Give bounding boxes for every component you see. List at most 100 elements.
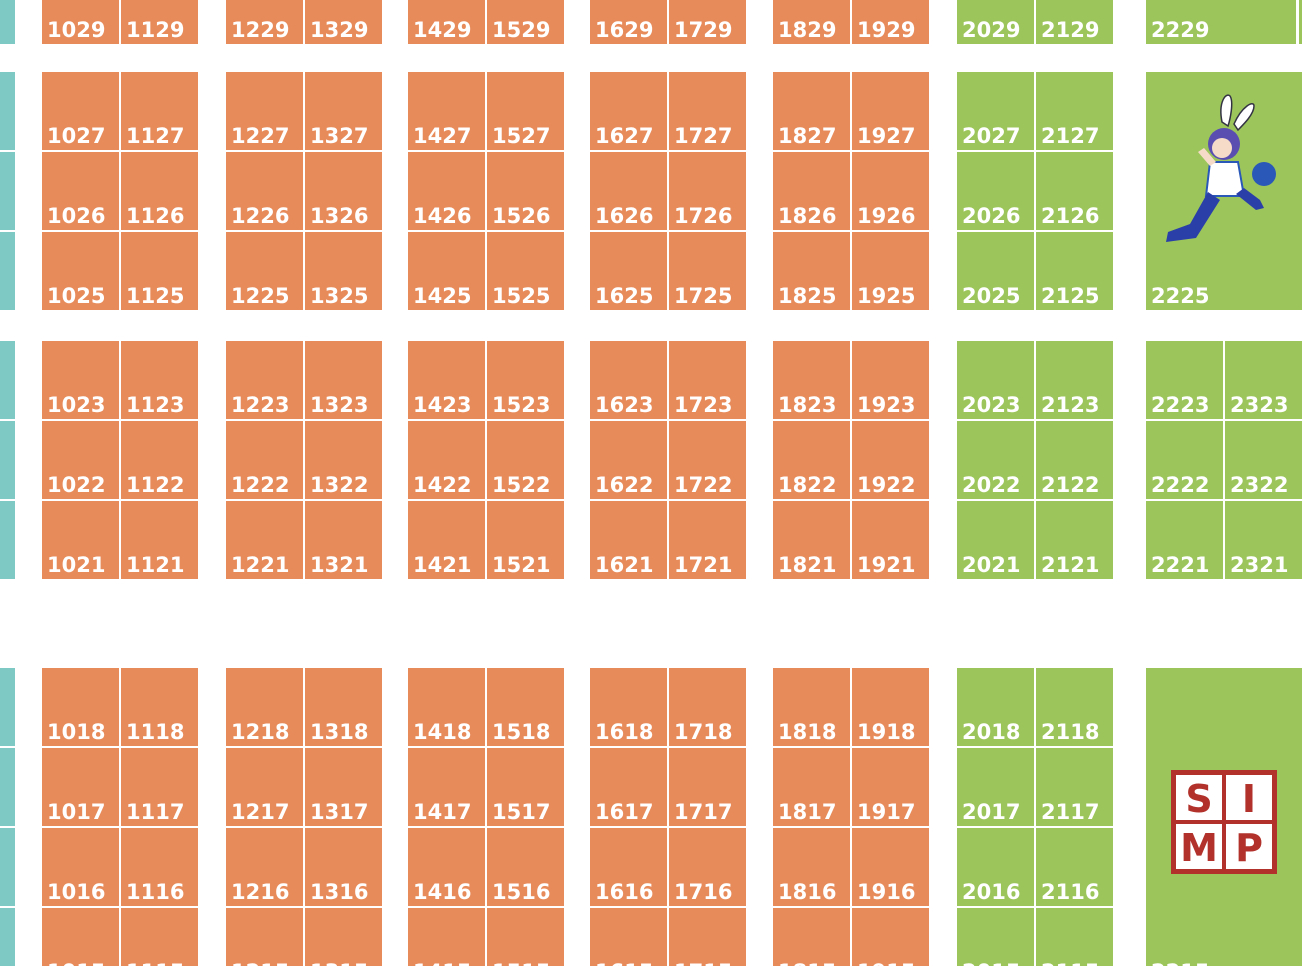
booth-number: 1323 [310,393,368,417]
booth-number: 2229 [1151,18,1209,42]
booth: 2021 [957,501,1034,579]
mascot-arm [1198,148,1216,166]
booth-number: 1221 [231,553,289,577]
booth-cell [1036,72,1113,150]
booth: 1526 [487,152,564,230]
booth-cell [957,0,1034,44]
booth: 2118 [1036,668,1113,746]
booth: 2122 [1036,421,1113,499]
booth-cell [957,908,1034,966]
booth-cell [773,501,850,579]
booth: 1515 [487,908,564,966]
booth-number: 1927 [857,124,915,148]
booth-cell [42,0,119,44]
booth-number: 1227 [231,124,289,148]
booth: 1518 [487,668,564,746]
booth-cell [773,72,850,150]
booth: 1322 [305,421,382,499]
booth: 1018 [42,668,119,746]
booth-cell [226,0,303,44]
booth-number: 1527 [492,124,550,148]
booth: 1129 [121,0,198,44]
booth-number: 1425 [413,284,471,308]
booth: 1821 [773,501,850,579]
aisle-strip [0,421,15,499]
booth: 2018 [957,668,1034,746]
booth: 1918 [852,668,929,746]
booth-number: 2017 [962,800,1020,824]
booth: 1422 [408,421,485,499]
booth-cell [42,421,119,499]
booth: 2125 [1036,232,1113,310]
booth-number: 1129 [126,18,184,42]
booth: 1316 [305,828,382,906]
booth: 1229 [226,0,303,44]
booth: 1015 [42,908,119,966]
booth-cell [305,341,382,419]
booth-cell [1146,0,1296,44]
booth: 1922 [852,421,929,499]
booth: 1816 [773,828,850,906]
booth-number: 2121 [1041,553,1099,577]
booth-cell [1146,501,1223,579]
booth: 1223 [226,341,303,419]
booth: 1915 [852,908,929,966]
booth-number: 2025 [962,284,1020,308]
booth: 1426 [408,152,485,230]
booth-number: 1823 [778,393,836,417]
booth: 2322 [1225,421,1302,499]
booth: 1315 [305,908,382,966]
booth: 2221 [1146,501,1223,579]
booth-number: 1216 [231,880,289,904]
booth: 1522 [487,421,564,499]
booth: 1727 [669,72,746,150]
booth-number: 1629 [595,18,653,42]
booth-number: 1517 [492,800,550,824]
booth-cell [121,341,198,419]
booth-number: 1016 [47,880,105,904]
booth: 1726 [669,152,746,230]
booth-number: 2116 [1041,880,1099,904]
booth-cell [957,232,1034,310]
booth: 1123 [121,341,198,419]
booth-cell [487,232,564,310]
booth: 2027 [957,72,1034,150]
booth-number: 1718 [674,720,732,744]
booth: 1625 [590,232,667,310]
booth-cell [852,421,929,499]
booth-number: 1623 [595,393,653,417]
booth: 1525 [487,232,564,310]
booth-number: 2118 [1041,720,1099,744]
booth-number: 1325 [310,284,368,308]
booth: 1626 [590,152,667,230]
aisle-strip [0,501,15,579]
booth: 1926 [852,152,929,230]
booth: 1118 [121,668,198,746]
booth-number: 1115 [126,960,184,966]
booth-number: 1329 [310,18,368,42]
booth: 1721 [669,501,746,579]
booth-cell [590,828,667,906]
booth-number: 1918 [857,720,915,744]
booth-cell [305,748,382,826]
booth-number: 1416 [413,880,471,904]
booth: 1116 [121,828,198,906]
booth-cell [957,152,1034,230]
booth-cell [852,152,929,230]
booth-cell [121,421,198,499]
booth-number: 2127 [1041,124,1099,148]
booth-number: 1817 [778,800,836,824]
booth: 1318 [305,668,382,746]
booth-cell [408,72,485,150]
booth-cell [408,908,485,966]
booth-number: 1822 [778,473,836,497]
aisle-strip [0,828,15,906]
booth-cell [42,668,119,746]
booth: 2126 [1036,152,1113,230]
